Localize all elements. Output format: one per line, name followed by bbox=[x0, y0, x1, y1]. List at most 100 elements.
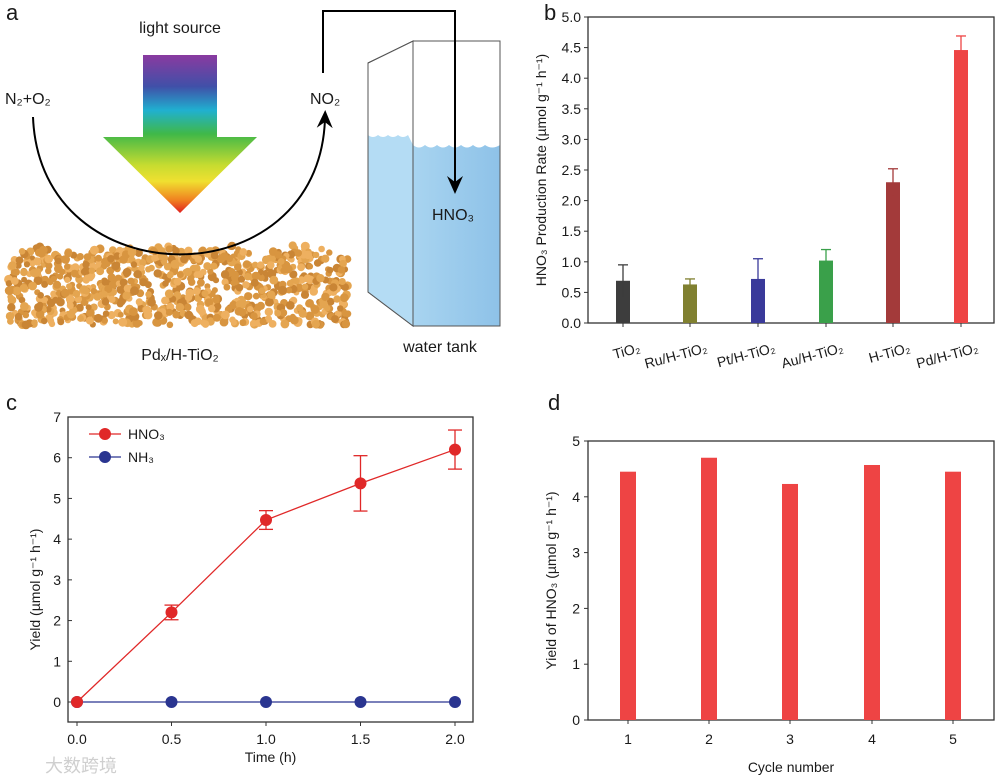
y-tick-label: 0 bbox=[53, 694, 61, 710]
particle bbox=[212, 313, 221, 322]
water-tank-label: water tank bbox=[402, 339, 478, 356]
particle bbox=[66, 283, 73, 290]
particle bbox=[86, 308, 95, 318]
particle bbox=[251, 261, 259, 269]
particle bbox=[280, 319, 290, 329]
particle bbox=[127, 277, 135, 285]
particle bbox=[212, 277, 220, 284]
particle bbox=[48, 320, 56, 328]
particle bbox=[235, 300, 245, 309]
particle bbox=[318, 245, 325, 253]
chart-c-frame bbox=[67, 416, 474, 723]
particle bbox=[7, 303, 16, 312]
particle bbox=[311, 320, 320, 329]
particle bbox=[152, 317, 162, 327]
y-tick-label: 3.5 bbox=[562, 101, 582, 117]
bar bbox=[864, 464, 880, 720]
x-tick-label: 1.5 bbox=[351, 731, 371, 747]
particle bbox=[145, 291, 152, 298]
y-tick-label: 2 bbox=[53, 613, 61, 629]
particle bbox=[204, 298, 214, 307]
particle bbox=[194, 255, 203, 263]
particle bbox=[89, 245, 99, 255]
particle bbox=[306, 263, 314, 270]
particle bbox=[101, 317, 108, 324]
y-tick-label: 1 bbox=[53, 653, 61, 669]
particle bbox=[15, 256, 24, 265]
particle bbox=[101, 291, 108, 298]
panel-letter-d: d bbox=[548, 390, 560, 415]
particle bbox=[267, 290, 276, 299]
particle bbox=[118, 317, 128, 327]
particle bbox=[45, 306, 52, 313]
particle bbox=[36, 301, 44, 309]
particle bbox=[61, 288, 70, 298]
particle bbox=[292, 277, 300, 285]
particle bbox=[166, 271, 174, 279]
particle bbox=[319, 300, 329, 309]
particle bbox=[192, 287, 201, 295]
particle bbox=[50, 275, 57, 283]
particle bbox=[35, 248, 43, 257]
x-tick-label: 0.0 bbox=[67, 731, 87, 747]
particle bbox=[235, 307, 243, 315]
particle bbox=[285, 301, 295, 310]
catalyst-particles bbox=[4, 241, 352, 330]
particle bbox=[113, 261, 121, 269]
particle bbox=[72, 290, 81, 298]
particle bbox=[21, 320, 31, 330]
particle bbox=[192, 264, 201, 273]
y-tick-label: 3 bbox=[572, 545, 580, 561]
particle bbox=[138, 264, 145, 272]
particle bbox=[20, 268, 28, 277]
particle bbox=[256, 301, 265, 310]
particle bbox=[303, 274, 312, 283]
particle bbox=[57, 318, 65, 326]
particle bbox=[154, 311, 163, 320]
particle bbox=[153, 269, 162, 278]
particle bbox=[267, 254, 276, 263]
legend-marker bbox=[99, 451, 111, 463]
particle bbox=[161, 296, 170, 305]
particle bbox=[337, 305, 344, 312]
particle bbox=[90, 288, 98, 295]
x-tick-label: 2 bbox=[705, 731, 713, 747]
particle bbox=[52, 296, 59, 304]
x-tick-label: H-TiO₂ bbox=[867, 339, 912, 365]
particle bbox=[20, 302, 29, 311]
y-axis-title: Yield (µmol g⁻¹ h⁻¹) bbox=[27, 529, 43, 651]
y-tick-label: 5 bbox=[53, 490, 61, 506]
particle bbox=[193, 271, 201, 279]
particle bbox=[316, 274, 325, 283]
particle bbox=[123, 271, 130, 278]
particle bbox=[239, 248, 248, 256]
particle bbox=[313, 259, 322, 267]
particle bbox=[250, 278, 259, 287]
data-point bbox=[354, 696, 367, 708]
y-tick-label: 4 bbox=[53, 531, 61, 547]
particle bbox=[70, 269, 79, 278]
particle bbox=[289, 270, 298, 279]
particle bbox=[56, 273, 64, 280]
particle bbox=[170, 259, 180, 269]
water-tank bbox=[367, 40, 501, 328]
y-tick-label: 5 bbox=[572, 433, 580, 449]
particle bbox=[288, 241, 297, 250]
particle bbox=[303, 250, 313, 260]
x-tick-label: Pt/H-TiO₂ bbox=[715, 339, 776, 370]
particle bbox=[71, 263, 80, 272]
particle bbox=[297, 263, 305, 272]
particle bbox=[305, 311, 315, 321]
particle bbox=[28, 281, 37, 291]
particle bbox=[83, 287, 90, 295]
particle bbox=[237, 275, 246, 283]
particle bbox=[14, 312, 23, 321]
hno3-label: HNO₃ bbox=[432, 207, 474, 224]
particle bbox=[116, 300, 124, 308]
particle bbox=[183, 267, 193, 277]
particle bbox=[12, 268, 20, 276]
particle bbox=[185, 288, 195, 298]
particle bbox=[301, 283, 309, 290]
particle bbox=[66, 302, 74, 310]
particle bbox=[127, 247, 137, 257]
